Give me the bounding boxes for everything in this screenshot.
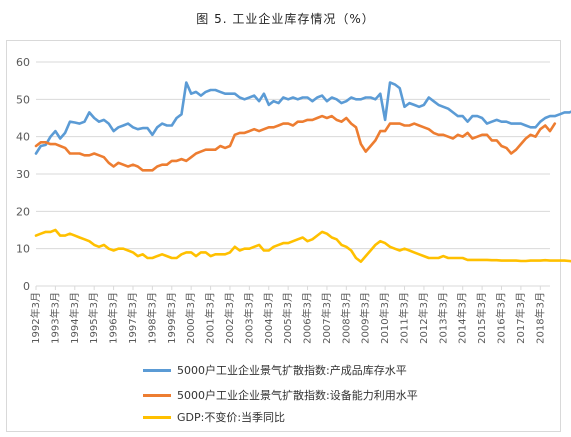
legend-label-capacity: 5000户工业企业景气扩散指数:设备能力利用水平	[177, 389, 418, 402]
x-tick-label: 2010年3月	[378, 292, 391, 344]
y-tick-label: 60	[16, 56, 30, 69]
y-tick-label: 0	[23, 280, 30, 293]
y-tick-label: 50	[16, 93, 30, 106]
x-tick-label: 2007年3月	[320, 292, 333, 344]
x-tick-label: 2015年3月	[475, 292, 488, 344]
x-tick-label: 1993年3月	[48, 292, 61, 344]
x-tick-label: 2008年3月	[339, 292, 352, 344]
legend-item-capacity: 5000户工业企业景气扩散指数:设备能力利用水平	[143, 387, 418, 403]
x-tick-label: 2003年3月	[242, 292, 255, 344]
chart-frame	[6, 40, 561, 432]
series-line-gdp	[34, 228, 571, 264]
y-tick-label: 40	[16, 131, 30, 144]
x-tick-label: 2011年3月	[398, 292, 411, 344]
legend-swatch-gdp	[143, 415, 171, 419]
x-tick-label: 1995年3月	[87, 292, 100, 344]
legend-item-gdp: GDP:不变价:当季同比	[143, 409, 285, 425]
x-tick-label: 2017年3月	[514, 292, 527, 344]
x-tick-label: 2018年3月	[533, 292, 546, 344]
legend-item-inventory: 5000户工业企业景气扩散指数:产成品库存水平	[143, 362, 407, 378]
x-tick-label: 1997年3月	[126, 292, 139, 344]
figure-title: 图 5. 工业企业库存情况（%）	[196, 12, 375, 26]
x-tick-label: 1992年3月	[29, 292, 42, 344]
x-tick-label: 2006年3月	[301, 292, 314, 344]
x-tick-label: 2001年3月	[204, 292, 217, 344]
x-tick-label: 1998年3月	[145, 292, 158, 344]
x-tick-label: 2004年3月	[262, 292, 275, 344]
legend-swatch-capacity	[143, 393, 171, 397]
x-tick-label: 2005年3月	[281, 292, 294, 344]
x-tick-label: 2002年3月	[223, 292, 236, 344]
legend-label-gdp: GDP:不变价:当季同比	[177, 411, 286, 424]
y-tick-label: 20	[16, 205, 30, 218]
legend-swatch-inventory	[143, 368, 171, 372]
legend-label-inventory: 5000户工业企业景气扩散指数:产成品库存水平	[177, 364, 407, 377]
x-tick-label: 2012年3月	[417, 292, 430, 344]
x-tick-label: 2013年3月	[436, 292, 449, 344]
y-tick-label: 10	[16, 243, 30, 256]
x-tick-label: 2000年3月	[184, 292, 197, 344]
x-tick-label: 2009年3月	[359, 292, 372, 344]
x-tick-label: 2014年3月	[456, 292, 469, 344]
series-line-capacity	[34, 114, 557, 172]
x-tick-label: 2016年3月	[495, 292, 508, 344]
x-tick-label: 1996年3月	[107, 292, 120, 344]
y-tick-label: 30	[16, 168, 30, 181]
x-tick-label: 1999年3月	[165, 292, 178, 344]
x-tick-label: 1994年3月	[68, 292, 81, 344]
series-line-inventory	[34, 81, 571, 155]
